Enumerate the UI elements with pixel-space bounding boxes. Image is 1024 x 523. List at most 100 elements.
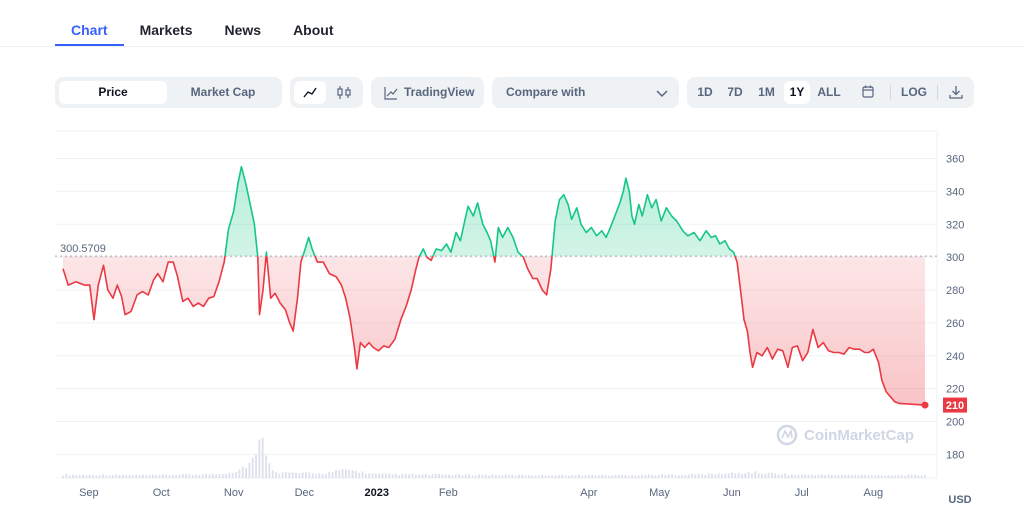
volume-bar [904,475,906,478]
volume-bar [557,475,560,478]
volume-bar [251,457,254,478]
range-7d[interactable]: 7D [727,85,743,99]
range-1y[interactable]: 1Y [784,81,810,104]
log-scale-button[interactable]: LOG [901,85,927,99]
volume-bar [195,474,198,478]
volume-bar [561,474,564,478]
volume-bar [571,474,574,478]
volume-bar [704,474,707,478]
volume-bar [508,474,510,478]
volume-bar [621,475,624,478]
volume-bar [374,473,377,478]
volume-bar [764,473,767,478]
candlestick-icon [337,86,351,99]
range-1m[interactable]: 1M [758,85,775,99]
tab-markets[interactable]: Markets [139,22,193,38]
range-1d[interactable]: 1D [697,85,713,99]
price-toggle[interactable]: Price [59,81,167,104]
volume-bar [221,474,224,478]
tradingview-button[interactable]: TradingView [371,77,484,108]
volume-bar [255,454,257,478]
volume-bar [78,474,81,478]
date-range-button[interactable] [855,81,881,104]
candlestick-button[interactable] [328,81,360,104]
download-button[interactable] [943,81,969,104]
volume-bar [548,475,550,478]
volume-bar [165,474,168,478]
x-tick-label: Jul [795,487,809,499]
volume-bar [201,474,204,478]
volume-bar [484,474,487,478]
volume-bar [607,475,610,478]
volume-bar [438,473,440,478]
volume-bar [321,474,324,478]
volume-bar [867,475,870,478]
volume-bar [917,475,920,478]
volume-bar [298,473,301,478]
volume-bar [567,475,570,478]
volume-bar [721,474,723,478]
volume-bar [681,475,683,478]
market-cap-toggle[interactable]: Market Cap [190,85,256,99]
volume-bar [724,473,727,478]
volume-bar [631,475,634,478]
volume-bar [464,474,467,478]
volume-bar [268,463,271,478]
volume-bar [874,475,876,478]
volume-bar [115,474,118,478]
volume-bar [534,475,537,478]
volume-bar [830,475,833,478]
volume-bar [328,471,331,478]
chart-type-toggle [290,77,363,108]
compare-dropdown[interactable]: Compare with [492,77,679,108]
volume-bar [900,475,903,478]
volume-bar [664,474,667,478]
volume-bar [285,472,287,478]
volume-bar [301,472,304,478]
volume-bar [454,474,457,478]
volume-bar [361,471,364,478]
volume-bar [141,474,144,478]
volume-bar [754,471,757,478]
volume-bar [171,475,174,478]
volume-bar [98,475,101,478]
volume-bar [491,474,494,478]
volume-bar [737,472,740,478]
tab-news[interactable]: News [224,22,262,38]
volume-bar [281,472,284,478]
volume-bar [731,472,733,478]
volume-bar [75,474,78,478]
volume-bar [494,474,497,478]
volume-bar [624,474,627,478]
volume-bar [884,475,886,478]
volume-bar [358,473,361,478]
tab-chart[interactable]: Chart [55,0,124,46]
volume-bar [817,474,820,478]
volume-bar [774,473,777,478]
volume-bar [644,475,647,478]
volume-bar [820,474,823,478]
volume-bar [118,475,121,478]
volume-bar [544,475,547,478]
line-chart-button[interactable] [294,81,326,104]
volume-bar [238,469,241,478]
volume-bar [877,475,880,478]
volume-bar [850,474,853,478]
volume-bar [554,475,557,478]
volume-bar [514,475,517,478]
volume-bar [371,473,374,478]
volume-bar [231,473,234,478]
volume-bar [887,475,890,478]
volume-bar [697,473,700,478]
range-all[interactable]: ALL [817,85,841,99]
volume-bar [461,475,464,478]
volume-bars [62,437,926,478]
y-tick-label: 220 [946,384,964,396]
volume-bar [551,475,554,478]
volume-bar [890,475,893,478]
top-tabs: Chart Markets News About [55,0,350,46]
volume-bar [604,475,607,478]
volume-bar [870,475,873,478]
tab-about[interactable]: About [293,22,334,38]
